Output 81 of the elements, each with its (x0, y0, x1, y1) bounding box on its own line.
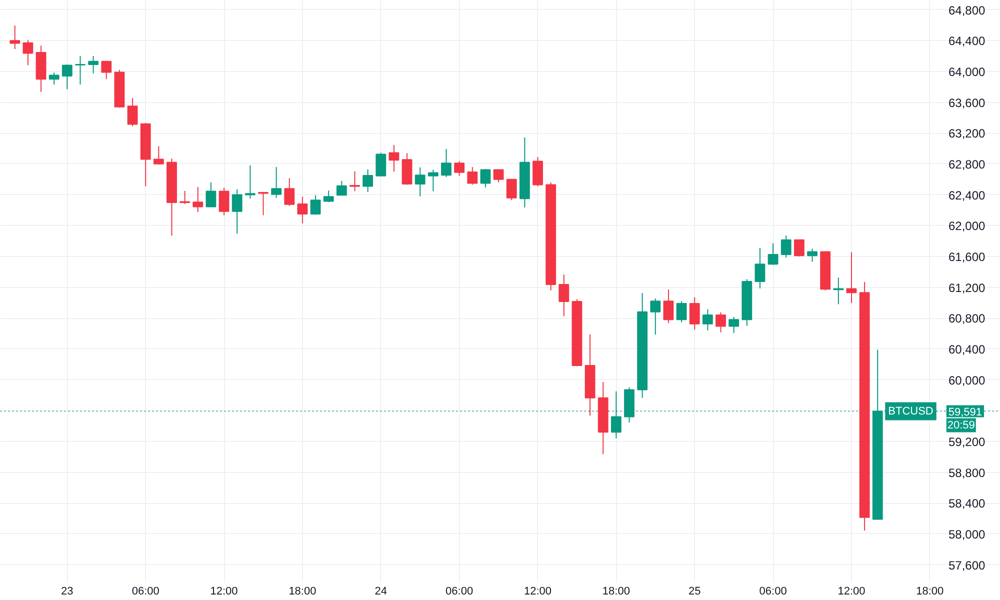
x-tick-label: 24 (374, 586, 388, 598)
y-tick-label: 64,000 (948, 64, 986, 79)
candlestick (807, 248, 818, 262)
candlestick (180, 190, 190, 205)
candlestick (153, 146, 164, 166)
x-tick-label: 06:00 (759, 586, 787, 598)
y-tick-label: 62,000 (948, 219, 986, 234)
candlestick (754, 247, 766, 289)
y-tick-label: 58,000 (948, 527, 986, 542)
y-tick-label: 58,800 (948, 466, 986, 480)
candlestick (676, 300, 687, 323)
y-tick-label: 64,800 (948, 3, 986, 18)
y-tick-label: 60,000 (948, 373, 986, 388)
candlestick (75, 56, 86, 86)
candlestick (467, 166, 478, 186)
candlestick (258, 192, 268, 216)
ref-line-label: BTCUSD (888, 405, 934, 418)
x-tick-label: 25 (688, 586, 701, 598)
candlestick (650, 298, 661, 336)
candlestick (101, 60, 112, 80)
candlestick (794, 238, 804, 257)
candlestick (244, 164, 256, 200)
text: 20:59 (947, 419, 975, 432)
candlestick (22, 39, 34, 66)
candlestick (780, 235, 792, 258)
y-tick-label: 64,400 (948, 34, 986, 48)
candlestick (414, 166, 426, 197)
candlestick (297, 196, 308, 224)
x-tick-label: 12:00 (210, 586, 238, 598)
y-tick-label: 60,400 (948, 342, 986, 356)
y-tick-label: 60,800 (948, 312, 986, 326)
candlestick (702, 308, 713, 331)
x-tick-label: 06:00 (446, 586, 474, 598)
x-tick-label: 12:00 (524, 586, 552, 598)
candlestick (192, 186, 204, 213)
y-tick-label: 61,200 (948, 280, 986, 295)
candlestick (376, 152, 386, 177)
candlestick (532, 156, 543, 187)
candlestick (232, 188, 242, 234)
x-tick-label: 12:00 (838, 586, 866, 598)
candlestick (336, 180, 347, 196)
x-tick-label: 18:00 (602, 586, 630, 598)
candlestick (493, 168, 504, 183)
y-tick-label: 61,600 (948, 250, 986, 264)
candlestick (206, 182, 216, 208)
candlestick (558, 274, 570, 317)
candlestick (454, 160, 465, 176)
y-tick-label: 57,600 (948, 558, 986, 572)
candlestick (127, 98, 138, 127)
candlestick (480, 168, 491, 188)
y-tick-label: 59,200 (948, 434, 986, 449)
x-tick-label: 23 (61, 586, 74, 598)
candlestick (506, 178, 517, 201)
candlestick (716, 312, 726, 333)
candlestick (218, 187, 230, 216)
candlestick (362, 168, 374, 193)
candlestick (689, 296, 700, 330)
candlestick (428, 169, 438, 192)
y-tick-label: 62,400 (948, 188, 986, 202)
x-tick-label: 18:00 (916, 586, 944, 598)
candlestick (10, 25, 20, 50)
candlestick (48, 72, 60, 86)
candlestick (388, 144, 400, 172)
candlestick (271, 166, 282, 198)
y-tick-label: 63,600 (948, 96, 986, 110)
y-tick-label: 63,200 (948, 126, 986, 141)
candlestick (846, 252, 857, 304)
candlestick (62, 64, 72, 90)
x-tick-label: 18:00 (288, 586, 316, 598)
candlestick (88, 56, 99, 74)
candlestick (768, 242, 778, 266)
candlestick (728, 316, 740, 334)
candlestick (350, 170, 360, 192)
y-tick-label: 62,800 (948, 157, 986, 172)
candlestick (663, 289, 674, 324)
candlestick (310, 194, 321, 216)
candlestick (284, 178, 295, 206)
x-tick-label: 06:00 (132, 586, 160, 598)
candlestick (441, 148, 452, 178)
annotation: 59,591 (948, 406, 982, 418)
y-tick-label: 58,400 (948, 496, 986, 511)
